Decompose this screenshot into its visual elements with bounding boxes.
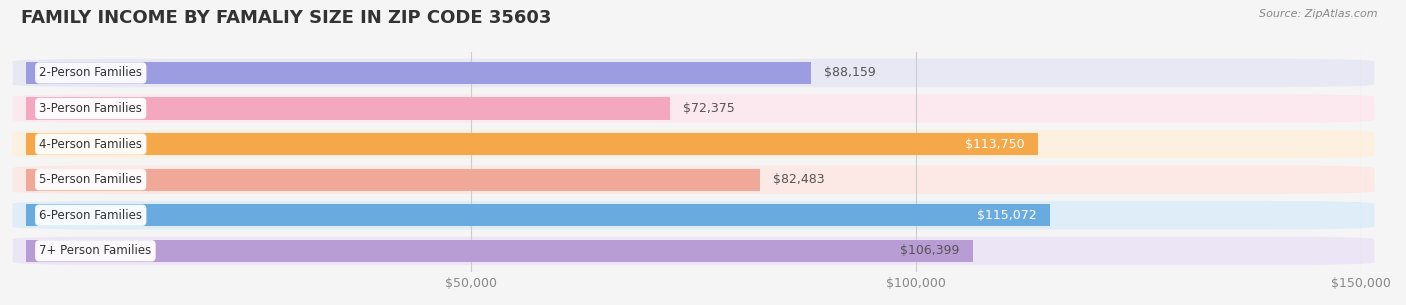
Text: $72,375: $72,375: [683, 102, 735, 115]
Text: 6-Person Families: 6-Person Families: [39, 209, 142, 222]
Bar: [25, 98, 671, 120]
Text: 4-Person Families: 4-Person Families: [39, 138, 142, 151]
Text: 7+ Person Families: 7+ Person Families: [39, 244, 152, 257]
FancyBboxPatch shape: [13, 201, 1375, 229]
Bar: [25, 133, 1039, 155]
Text: Source: ZipAtlas.com: Source: ZipAtlas.com: [1260, 9, 1378, 19]
Bar: [25, 169, 761, 191]
Text: $106,399: $106,399: [900, 244, 960, 257]
FancyBboxPatch shape: [13, 130, 1375, 158]
Bar: [25, 204, 1050, 226]
FancyBboxPatch shape: [13, 59, 1375, 87]
Text: FAMILY INCOME BY FAMALIY SIZE IN ZIP CODE 35603: FAMILY INCOME BY FAMALIY SIZE IN ZIP COD…: [21, 9, 551, 27]
Text: $113,750: $113,750: [966, 138, 1025, 151]
Text: 3-Person Families: 3-Person Families: [39, 102, 142, 115]
Text: 2-Person Families: 2-Person Families: [39, 66, 142, 79]
Bar: [25, 62, 811, 84]
FancyBboxPatch shape: [13, 237, 1375, 265]
Text: $88,159: $88,159: [824, 66, 876, 79]
Bar: [25, 240, 973, 262]
FancyBboxPatch shape: [13, 94, 1375, 123]
Text: 5-Person Families: 5-Person Families: [39, 173, 142, 186]
Text: $115,072: $115,072: [977, 209, 1036, 222]
Text: $82,483: $82,483: [773, 173, 825, 186]
FancyBboxPatch shape: [13, 165, 1375, 194]
